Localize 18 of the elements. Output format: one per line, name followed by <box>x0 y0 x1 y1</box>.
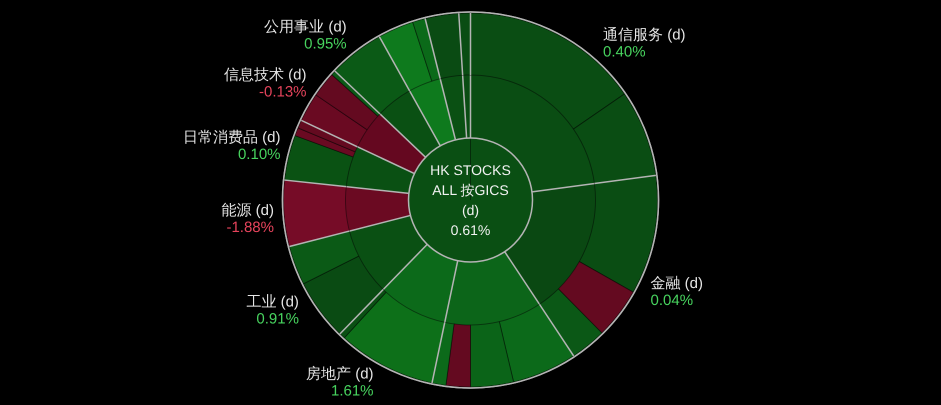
slice-label: 公用事业 (d) <box>264 18 347 36</box>
text: 0.04% <box>650 292 694 309</box>
slice-label: 通信服务 (d) <box>603 26 686 44</box>
text: -0.13% <box>258 83 307 100</box>
text: 0.91% <box>256 310 299 328</box>
text: -1.88% <box>226 219 274 236</box>
text: 0.10% <box>238 146 281 164</box>
text: 1.61% <box>330 382 374 400</box>
slice-label: 工业 (d) <box>246 293 299 310</box>
text: 0.40% <box>603 43 646 60</box>
text: 0.95% <box>304 35 347 52</box>
slice-label: 房地产 (d) <box>306 366 374 383</box>
slice-label: 日常消费品 (d) <box>183 129 281 146</box>
slice-label: 信息技术 (d) <box>224 66 307 84</box>
slice-label: 能源 (d) <box>221 202 274 220</box>
text: HK STOCKS ALL 按GICS (d) <box>430 162 511 218</box>
slice-label: 金融 (d) <box>650 274 704 292</box>
text: 0.61% <box>450 222 490 238</box>
